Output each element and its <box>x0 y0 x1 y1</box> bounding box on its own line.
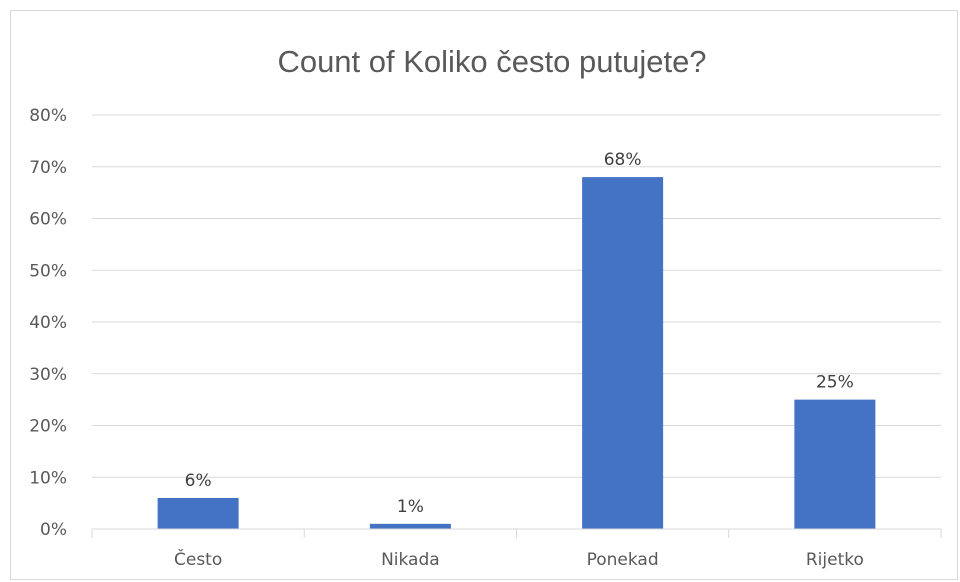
y-tick-label: 10% <box>29 468 67 488</box>
y-tick-label: 50% <box>29 261 67 281</box>
chart-frame <box>10 10 958 580</box>
bar <box>369 523 451 529</box>
y-tick-label: 20% <box>29 417 67 437</box>
chart-title: Count of Koliko često putujete? <box>277 44 706 79</box>
bar <box>794 399 876 529</box>
data-labels: 6% 1% 68% 25% <box>185 150 854 517</box>
data-label: 1% <box>397 497 424 517</box>
y-tick-label: 80% <box>29 106 67 126</box>
y-axis-ticks: 0% 10% 20% 30% 40% 50% 60% 70% 80% <box>29 106 67 540</box>
y-tick-label: 60% <box>29 210 67 230</box>
bar <box>157 497 239 529</box>
y-tick-label: 30% <box>29 365 67 385</box>
y-tick-label: 70% <box>29 158 67 178</box>
y-tick-label: 0% <box>40 520 67 540</box>
data-label: 68% <box>604 150 642 170</box>
x-category-label: Često <box>174 548 222 570</box>
bar <box>582 177 664 529</box>
data-label: 6% <box>185 471 212 491</box>
x-category-label: Rijetko <box>806 550 864 570</box>
x-axis: Često Nikada Ponekad Rijetko <box>91 528 942 570</box>
bars <box>157 177 876 529</box>
x-category-label: Ponekad <box>587 550 659 570</box>
data-label: 25% <box>816 373 854 393</box>
y-tick-label: 40% <box>29 313 67 333</box>
x-category-label: Nikada <box>381 550 440 570</box>
